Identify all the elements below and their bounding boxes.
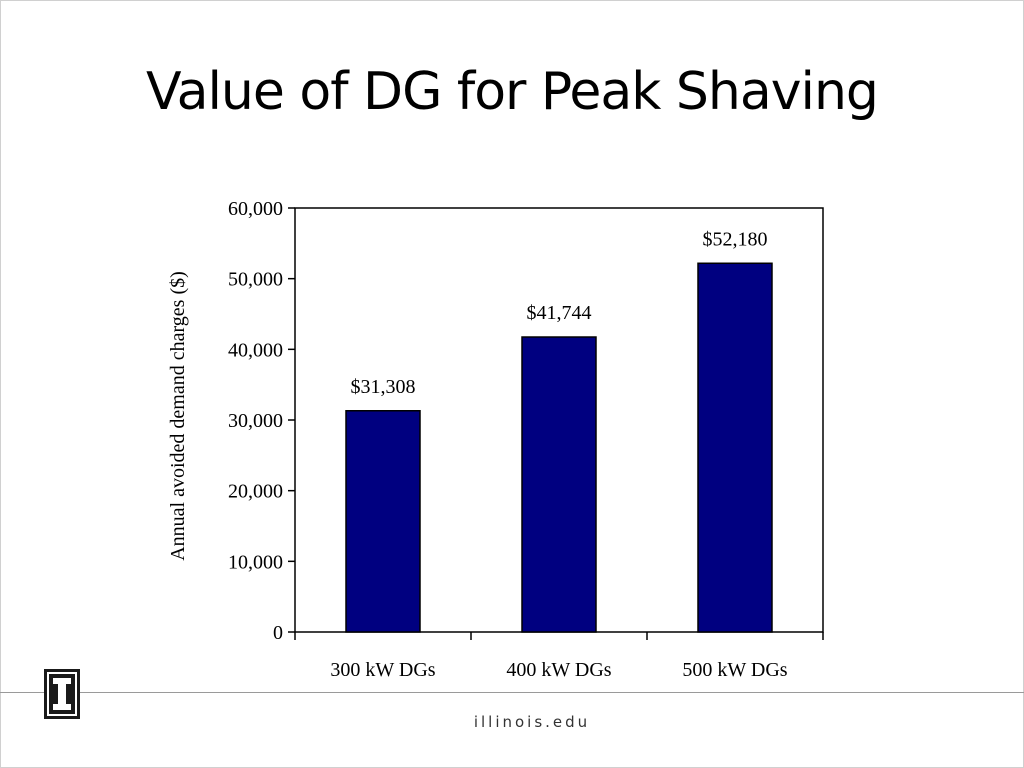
y-tick-label: 40,000 (228, 339, 283, 361)
slide-title: Value of DG for Peak Shaving (146, 62, 879, 122)
y-tick-label: 0 (273, 622, 283, 644)
y-tick-label: 10,000 (228, 551, 283, 573)
footer-url: illinois.edu (473, 713, 591, 731)
data-label: $41,744 (527, 302, 592, 324)
footer-divider (0, 692, 1024, 693)
data-label: $52,180 (703, 228, 768, 250)
y-tick-label: 20,000 (228, 481, 283, 503)
bar-2 (521, 336, 597, 633)
y-axis-label: Annual avoided demand charges ($) (167, 271, 189, 561)
y-tick-label: 30,000 (228, 410, 283, 432)
y-tick-label: 60,000 (228, 198, 283, 220)
x-tick-label: 300 kW DGs (330, 659, 435, 681)
x-tick-label: 400 kW DGs (506, 659, 611, 681)
bar-3 (697, 262, 773, 633)
block-i-logo-icon (44, 669, 80, 719)
data-label: $31,308 (351, 376, 416, 398)
y-tick-label: 50,000 (228, 269, 283, 291)
bar-1 (345, 410, 421, 633)
x-tick-label: 500 kW DGs (682, 659, 787, 681)
